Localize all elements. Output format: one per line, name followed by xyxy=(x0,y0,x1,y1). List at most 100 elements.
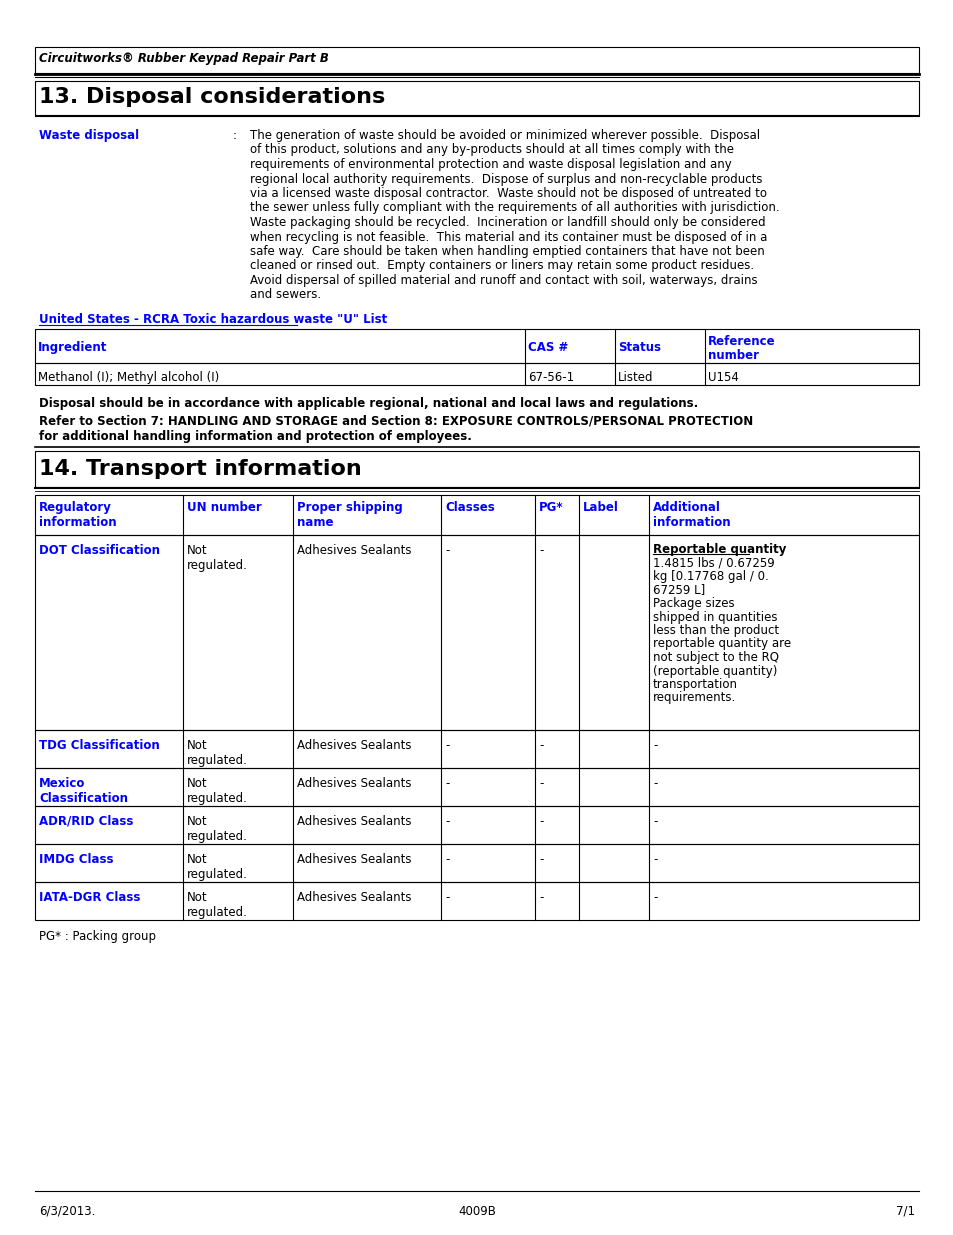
Bar xyxy=(35,47,918,73)
Text: -: - xyxy=(652,853,657,866)
Text: Not: Not xyxy=(187,890,208,904)
Text: Adhesives Sealants: Adhesives Sealants xyxy=(296,739,411,752)
Text: kg [0.17768 gal / 0.: kg [0.17768 gal / 0. xyxy=(652,571,768,583)
Text: :: : xyxy=(233,128,236,142)
Text: 14. Transport information: 14. Transport information xyxy=(39,459,361,479)
Text: ADR/RID Class: ADR/RID Class xyxy=(39,815,133,827)
Text: 13. Disposal considerations: 13. Disposal considerations xyxy=(39,86,385,107)
Text: -: - xyxy=(652,739,657,752)
Text: requirements of environmental protection and waste disposal legislation and any: requirements of environmental protection… xyxy=(250,158,731,170)
Bar xyxy=(35,495,918,535)
Text: when recycling is not feasible.  This material and its container must be dispose: when recycling is not feasible. This mat… xyxy=(250,231,766,243)
Text: less than the product: less than the product xyxy=(652,624,779,637)
Text: -: - xyxy=(444,739,449,752)
Text: for additional handling information and protection of employees.: for additional handling information and … xyxy=(39,430,472,443)
Bar xyxy=(35,82,918,115)
Text: -: - xyxy=(444,815,449,827)
Text: PG*: PG* xyxy=(538,501,563,514)
Text: IATA-DGR Class: IATA-DGR Class xyxy=(39,890,140,904)
Text: -: - xyxy=(538,543,543,557)
Text: Label: Label xyxy=(582,501,618,514)
Text: -: - xyxy=(652,815,657,827)
Text: Not: Not xyxy=(187,739,208,752)
Text: Circuitworks® Rubber Keypad Repair Part B: Circuitworks® Rubber Keypad Repair Part … xyxy=(39,52,329,65)
Text: regional local authority requirements.  Dispose of surplus and non-recyclable pr: regional local authority requirements. D… xyxy=(250,173,761,185)
Text: 6/3/2013.: 6/3/2013. xyxy=(39,1205,95,1218)
Bar xyxy=(35,882,918,920)
Text: Adhesives Sealants: Adhesives Sealants xyxy=(296,815,411,827)
Text: reportable quantity are: reportable quantity are xyxy=(652,637,790,651)
Text: Additional: Additional xyxy=(652,501,720,514)
Text: -: - xyxy=(538,815,543,827)
Text: 1.4815 lbs / 0.67259: 1.4815 lbs / 0.67259 xyxy=(652,557,774,569)
Text: regulated.: regulated. xyxy=(187,868,248,881)
Text: 4009B: 4009B xyxy=(457,1205,496,1218)
Text: 67-56-1: 67-56-1 xyxy=(527,370,574,384)
Text: regulated.: regulated. xyxy=(187,559,248,572)
Bar xyxy=(35,329,918,363)
Text: -: - xyxy=(538,853,543,866)
Text: Methanol (I); Methyl alcohol (I): Methanol (I); Methyl alcohol (I) xyxy=(38,370,219,384)
Text: -: - xyxy=(538,739,543,752)
Bar xyxy=(35,535,918,730)
Text: DOT Classification: DOT Classification xyxy=(39,543,160,557)
Text: transportation: transportation xyxy=(652,678,738,692)
Text: Disposal should be in accordance with applicable regional, national and local la: Disposal should be in accordance with ap… xyxy=(39,396,698,410)
Text: -: - xyxy=(444,853,449,866)
Text: Not: Not xyxy=(187,543,208,557)
Bar xyxy=(35,730,918,768)
Bar xyxy=(35,363,918,385)
Text: U154: U154 xyxy=(707,370,739,384)
Text: -: - xyxy=(444,543,449,557)
Text: Adhesives Sealants: Adhesives Sealants xyxy=(296,777,411,790)
Text: the sewer unless fully compliant with the requirements of all authorities with j: the sewer unless fully compliant with th… xyxy=(250,201,779,215)
Text: TDG Classification: TDG Classification xyxy=(39,739,159,752)
Text: -: - xyxy=(538,890,543,904)
Bar xyxy=(35,844,918,882)
Text: regulated.: regulated. xyxy=(187,755,248,767)
Text: -: - xyxy=(444,777,449,790)
Bar xyxy=(35,768,918,806)
Text: requirements.: requirements. xyxy=(652,692,736,704)
Text: and sewers.: and sewers. xyxy=(250,289,321,301)
Text: -: - xyxy=(652,890,657,904)
Text: via a licensed waste disposal contractor.  Waste should not be disposed of untre: via a licensed waste disposal contractor… xyxy=(250,186,766,200)
Text: (reportable quantity): (reportable quantity) xyxy=(652,664,777,678)
Text: information: information xyxy=(652,516,730,529)
Text: Adhesives Sealants: Adhesives Sealants xyxy=(296,890,411,904)
Text: shipped in quantities: shipped in quantities xyxy=(652,610,777,624)
Text: Reference: Reference xyxy=(707,335,775,348)
Text: United States - RCRA Toxic hazardous waste "U" List: United States - RCRA Toxic hazardous was… xyxy=(39,312,387,326)
Text: regulated.: regulated. xyxy=(187,792,248,805)
Text: Not: Not xyxy=(187,853,208,866)
Text: Waste packaging should be recycled.  Incineration or landfill should only be con: Waste packaging should be recycled. Inci… xyxy=(250,216,765,228)
Text: UN number: UN number xyxy=(187,501,261,514)
Text: 67259 L]: 67259 L] xyxy=(652,583,704,597)
Text: -: - xyxy=(538,777,543,790)
Text: -: - xyxy=(652,777,657,790)
Text: information: information xyxy=(39,516,116,529)
Text: name: name xyxy=(296,516,334,529)
Text: Not: Not xyxy=(187,777,208,790)
Text: Regulatory: Regulatory xyxy=(39,501,112,514)
Text: cleaned or rinsed out.  Empty containers or liners may retain some product resid: cleaned or rinsed out. Empty containers … xyxy=(250,259,753,273)
Text: Adhesives Sealants: Adhesives Sealants xyxy=(296,853,411,866)
Text: Classes: Classes xyxy=(444,501,495,514)
Text: IMDG Class: IMDG Class xyxy=(39,853,113,866)
Text: Package sizes: Package sizes xyxy=(652,597,734,610)
Text: Proper shipping: Proper shipping xyxy=(296,501,402,514)
Text: not subject to the RQ: not subject to the RQ xyxy=(652,651,779,664)
Text: Waste disposal: Waste disposal xyxy=(39,128,139,142)
Text: safe way.  Care should be taken when handling emptied containers that have not b: safe way. Care should be taken when hand… xyxy=(250,245,764,258)
Text: Classification: Classification xyxy=(39,792,128,805)
Text: Mexico: Mexico xyxy=(39,777,85,790)
Text: Ingredient: Ingredient xyxy=(38,341,108,354)
Text: CAS #: CAS # xyxy=(527,341,568,354)
Text: Reportable quantity: Reportable quantity xyxy=(652,543,785,556)
Text: The generation of waste should be avoided or minimized wherever possible.  Dispo: The generation of waste should be avoide… xyxy=(250,128,760,142)
Text: Avoid dispersal of spilled material and runoff and contact with soil, waterways,: Avoid dispersal of spilled material and … xyxy=(250,274,757,287)
Bar xyxy=(35,451,918,487)
Text: -: - xyxy=(444,890,449,904)
Text: regulated.: regulated. xyxy=(187,906,248,919)
Bar xyxy=(35,806,918,844)
